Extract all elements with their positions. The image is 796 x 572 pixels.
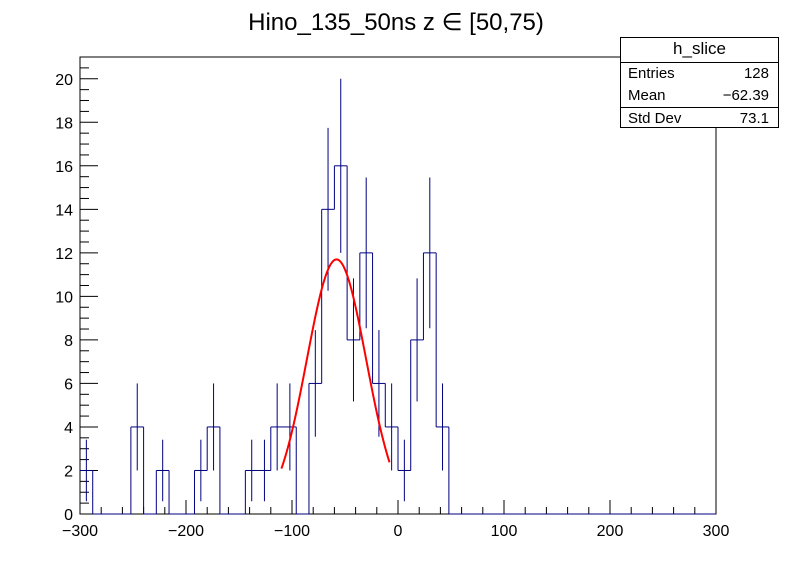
y-tick-label: 10 xyxy=(55,289,73,306)
stats-entries-value: 128 xyxy=(743,65,769,82)
y-tick-label: 8 xyxy=(64,333,73,350)
y-tick-label: 0 xyxy=(64,507,73,524)
stats-title: h_slice xyxy=(621,38,778,63)
gaussian-fit-curve xyxy=(280,258,391,469)
stats-std-value: 73.1 xyxy=(739,110,769,127)
stats-mean-value: −62.39 xyxy=(722,87,769,104)
y-tick-label: 6 xyxy=(64,376,73,393)
stats-mean-row: Mean −62.39 xyxy=(621,85,778,107)
y-tick-label: 12 xyxy=(55,246,73,263)
y-tick-label: 4 xyxy=(64,420,73,437)
x-tick-label: 100 xyxy=(491,523,518,540)
y-tick-label: 20 xyxy=(55,72,73,89)
stats-std-row: Std Dev 73.1 xyxy=(621,107,778,130)
stats-mean-label: Mean xyxy=(628,87,666,104)
x-tick-label: 200 xyxy=(597,523,624,540)
stats-std-label: Std Dev xyxy=(628,110,682,127)
y-tick-label: 16 xyxy=(55,159,73,176)
x-tick-label: −300 xyxy=(62,523,98,540)
x-tick-label: 0 xyxy=(394,523,403,540)
stats-box: h_slice Entries 128 Mean −62.39 Std Dev … xyxy=(620,37,779,128)
y-tick-label: 14 xyxy=(55,202,73,219)
stats-entries-label: Entries xyxy=(628,65,675,82)
y-tick-label: 2 xyxy=(64,463,73,480)
y-tick-label: 18 xyxy=(55,115,73,132)
chart-title: Hino_135_50ns z ∈ [50,75) xyxy=(248,9,544,36)
stats-entries-row: Entries 128 xyxy=(621,63,778,85)
x-tick-label: −100 xyxy=(274,523,310,540)
x-tick-label: 300 xyxy=(703,523,730,540)
x-tick-label: −200 xyxy=(168,523,204,540)
